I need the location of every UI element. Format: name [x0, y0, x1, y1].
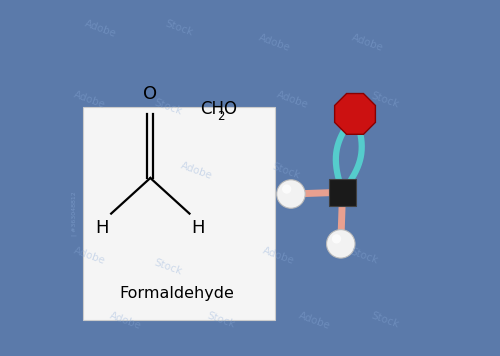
FancyBboxPatch shape [82, 107, 275, 320]
Text: O: O [144, 85, 158, 103]
Text: H: H [96, 219, 109, 237]
Text: 2: 2 [217, 110, 224, 123]
Text: O: O [224, 100, 236, 117]
Text: Adobe: Adobe [180, 161, 214, 181]
Text: Stock: Stock [270, 161, 301, 180]
Text: Adobe: Adobe [72, 246, 107, 267]
Text: Stock: Stock [153, 97, 184, 116]
Text: Stock: Stock [153, 257, 184, 277]
Circle shape [282, 184, 292, 194]
Text: Adobe: Adobe [84, 18, 117, 39]
Text: Adobe: Adobe [108, 310, 142, 331]
Text: Adobe: Adobe [72, 89, 107, 110]
Text: Adobe: Adobe [350, 32, 384, 53]
Circle shape [276, 180, 305, 208]
Text: Stock: Stock [164, 19, 194, 38]
Circle shape [332, 234, 341, 244]
Text: Stock: Stock [370, 311, 400, 330]
Text: Adobe: Adobe [262, 246, 296, 267]
Circle shape [326, 230, 355, 258]
Text: Stock: Stock [370, 90, 400, 109]
Text: Formaldehyde: Formaldehyde [120, 286, 234, 301]
Polygon shape [334, 94, 376, 134]
Text: Adobe: Adobe [258, 32, 292, 53]
Text: Adobe: Adobe [297, 310, 332, 331]
Text: H: H [192, 219, 205, 237]
Text: Stock: Stock [348, 247, 380, 266]
Text: Stock: Stock [206, 311, 237, 330]
Text: Adobe: Adobe [276, 89, 310, 110]
Text: CH: CH [200, 100, 224, 117]
Text: | #363048812: | #363048812 [72, 191, 77, 236]
Polygon shape [329, 179, 356, 206]
